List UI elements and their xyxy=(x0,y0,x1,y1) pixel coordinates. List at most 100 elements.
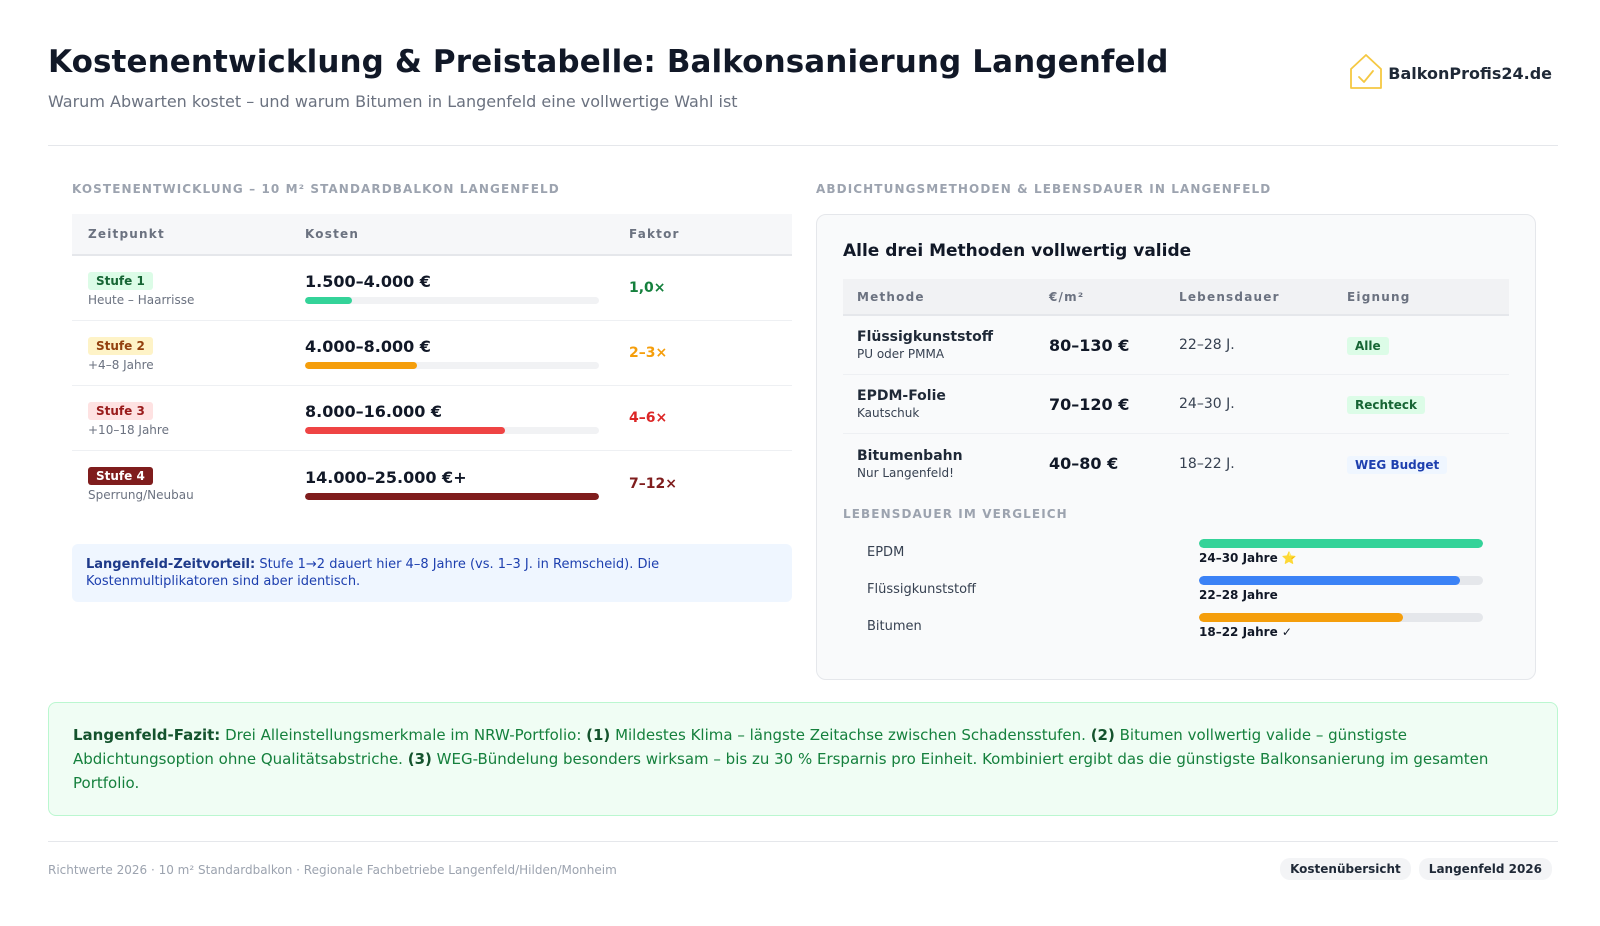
method-cell-name: Bitumenbahn Nur Langenfeld! xyxy=(843,448,1049,480)
stage-badge: Stufe 2 xyxy=(88,336,153,355)
cost-bar-track xyxy=(305,362,599,369)
column-header-methode: Methode xyxy=(857,289,925,304)
cost-factor: 4–6× xyxy=(629,410,668,426)
footer-tag-kostenuebersicht[interactable]: Kostenübersicht xyxy=(1280,858,1411,880)
method-cell-name: Flüssigkunststoff PU oder PMMA xyxy=(843,329,1049,361)
method-table-row: Flüssigkunststoff PU oder PMMA 80–130 € 22–… xyxy=(843,316,1509,375)
lifespan-compare-row: Flüssigkunststoff 22–28 Jahre xyxy=(843,572,1509,609)
page-subtitle: Warum Abwarten kostet – und warum Bitume… xyxy=(48,92,738,111)
lifespan-method-name: EPDM xyxy=(867,545,905,560)
cost-value: 14.000–25.000 €+ xyxy=(305,467,467,487)
fazit-text-1: Drei Alleinstellungsmerkmale im NRW-Port… xyxy=(220,726,587,744)
house-check-icon xyxy=(1348,52,1384,94)
lifespan-value: 24–30 Jahre ⭐ xyxy=(1199,551,1297,565)
method-lifespan: 18–22 J. xyxy=(1179,455,1235,472)
stage-timeframe: +4–8 Jahre xyxy=(88,357,154,372)
cost-table: Zeitpunkt Kosten Faktor Stufe 1 Heute – H… xyxy=(72,214,792,516)
suitability-badge: WEG Budget xyxy=(1347,455,1448,474)
lifespan-method-name: Bitumen xyxy=(867,619,922,634)
cost-cell-kosten: 1.500–4.000 € xyxy=(305,272,629,304)
stage-timeframe: Heute – Haarrisse xyxy=(88,292,195,307)
methods-section: Abdichtungsmethoden & Lebensdauer in Lan… xyxy=(816,182,1536,680)
method-price: 80–130 € xyxy=(1049,335,1130,355)
cost-cell-kosten: 4.000–8.000 € xyxy=(305,337,629,369)
lifespan-bar-fill xyxy=(1199,613,1404,622)
fazit-box: Langenfeld-Fazit: Drei Alleinstellungsme… xyxy=(48,702,1558,816)
compare-label: Lebensdauer im Vergleich xyxy=(843,507,1068,521)
method-lifespan: 22–28 J. xyxy=(1179,337,1235,353)
cost-bar-track xyxy=(305,427,599,434)
brand-logo[interactable]: BalkonProfis24.de xyxy=(1348,52,1552,94)
lifespan-value: 22–28 Jahre xyxy=(1199,588,1278,602)
fazit-point-2: (2) xyxy=(1090,726,1115,744)
methods-section-label: Abdichtungsmethoden & Lebensdauer in Lan… xyxy=(816,182,1272,196)
stage-timeframe: Sperrung/Neubau xyxy=(88,488,194,502)
cost-bar-fill xyxy=(305,362,417,369)
lifespan-bar-track xyxy=(1199,539,1483,548)
cost-cell-kosten: 8.000–16.000 € xyxy=(305,402,629,434)
cost-cell-zeitpunkt: Stufe 2 +4–8 Jahre xyxy=(72,335,305,372)
cost-factor: 7–12× xyxy=(629,475,677,492)
note-text: Stufe 1→2 dauert hier 4–8 Jahre (vs. 1–3… xyxy=(86,557,660,589)
lifespan-value: 18–22 Jahre ✓ xyxy=(1199,625,1292,639)
footer-text: Richtwerte 2026 · 10 m² Standardbalkon ·… xyxy=(48,863,617,877)
brand-name: BalkonProfis24.de xyxy=(1388,63,1552,83)
fazit-text-2: Mildestes Klima – längste Zeitachse zwis… xyxy=(610,726,1091,744)
fazit-point-1: (1) xyxy=(586,726,611,744)
lifespan-bar: 18–22 Jahre ✓ xyxy=(1199,609,1483,646)
lifespan-compare-row: Bitumen 18–22 Jahre ✓ xyxy=(843,609,1509,646)
stage-badge: Stufe 1 xyxy=(88,271,153,290)
cost-cell-zeitpunkt: Stufe 3 +10–18 Jahre xyxy=(72,400,305,437)
cost-section-label: Kostenentwicklung – 10 m² Standardbalkon… xyxy=(72,182,560,196)
method-cell-eignung: Rechteck xyxy=(1347,394,1509,414)
lifespan-bar-track xyxy=(1199,576,1483,585)
footer-tag-langenfeld-2026[interactable]: Langenfeld 2026 xyxy=(1418,858,1552,880)
column-header-eignung: Eignung xyxy=(1347,289,1411,304)
cost-bar-track xyxy=(305,492,599,500)
cost-bar-track xyxy=(305,297,599,304)
stage-timeframe: +10–18 Jahre xyxy=(88,422,169,437)
lifespan-bar: 24–30 Jahre ⭐ xyxy=(1199,535,1483,572)
cost-section: Kostenentwicklung – 10 m² Standardbalkon… xyxy=(72,182,792,602)
lifespan-bar: 22–28 Jahre xyxy=(1199,572,1483,609)
suitability-badge: Rechteck xyxy=(1347,396,1426,414)
column-header-kosten: Kosten xyxy=(305,227,360,241)
column-header-lebensdauer: Lebensdauer xyxy=(1179,289,1280,304)
page-footer: Richtwerte 2026 · 10 m² Standardbalkon ·… xyxy=(48,841,1558,881)
cost-value: 4.000–8.000 € xyxy=(305,337,431,356)
lifespan-method-name: Flüssigkunststoff xyxy=(867,582,976,597)
lifespan-bar-fill xyxy=(1199,539,1483,548)
fazit-text-4: WEG-Bündelung besonders wirksam – bis zu… xyxy=(73,750,1489,792)
fazit-text-3: Bitumen vollwertig valide – günstigste A… xyxy=(73,726,1407,768)
cost-table-row: Stufe 1 Heute – Haarrisse 1.500–4.000 € 1,0… xyxy=(72,256,792,321)
cost-value: 8.000–16.000 € xyxy=(305,402,443,421)
method-cell-eignung: Alle xyxy=(1347,335,1509,355)
method-name: Flüssigkunststoff xyxy=(857,329,994,345)
stage-badge: Stufe 3 xyxy=(88,401,153,420)
column-header-faktor: Faktor xyxy=(629,227,680,241)
lifespan-bar-fill xyxy=(1199,576,1461,585)
cost-table-row: Stufe 3 +10–18 Jahre 8.000–16.000 € 4–6× xyxy=(72,386,792,451)
method-subtitle: Kautschuk xyxy=(857,406,920,420)
method-subtitle: PU oder PMMA xyxy=(857,347,945,361)
method-name: Bitumenbahn xyxy=(857,447,963,464)
cost-bar-fill xyxy=(305,492,599,500)
method-subtitle: Nur Langenfeld! xyxy=(857,465,954,480)
page-title: Kostenentwicklung & Preistabelle: Balkon… xyxy=(48,44,1169,80)
cost-table-row: Stufe 4 Sperrung/Neubau 14.000–25.000 €+ 7–… xyxy=(72,451,792,516)
page-header: Kostenentwicklung & Preistabelle: Balkon… xyxy=(48,44,1558,146)
methods-panel-title: Alle drei Methoden vollwertig valide xyxy=(843,241,1192,261)
column-header-preis: €/m² xyxy=(1049,289,1085,304)
cost-table-header: Zeitpunkt Kosten Faktor xyxy=(72,214,792,256)
note-title: Langenfeld-Zeitvorteil: xyxy=(86,557,256,572)
fazit-lead: Langenfeld-Fazit: xyxy=(73,726,221,744)
stage-badge: Stufe 4 xyxy=(88,467,153,485)
cost-factor: 2–3× xyxy=(629,345,668,361)
method-table-row: Bitumenbahn Nur Langenfeld! 40–80 €18–22 J… xyxy=(843,434,1509,493)
cost-cell-zeitpunkt: Stufe 1 Heute – Haarrisse xyxy=(72,270,305,307)
fazit-point-3: (3) xyxy=(407,750,432,768)
methods-panel: Alle drei Methoden vollwertig valide Met… xyxy=(816,214,1536,680)
cost-factor: 1,0× xyxy=(629,280,666,296)
column-header-zeitpunkt: Zeitpunkt xyxy=(88,227,165,241)
lifespan-compare-row: EPDM 24–30 Jahre ⭐ xyxy=(843,535,1509,572)
